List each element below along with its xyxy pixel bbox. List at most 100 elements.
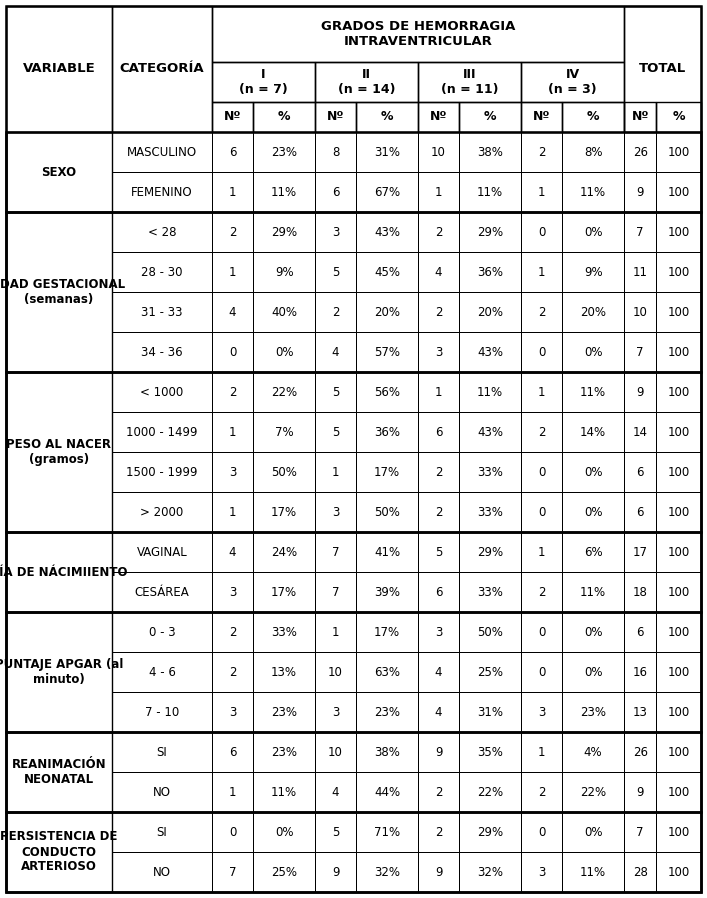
Bar [356, 812, 418, 852]
Bar [253, 572, 315, 612]
Text: 29%: 29% [271, 225, 297, 239]
Bar [521, 812, 562, 852]
Text: NO: NO [153, 786, 171, 798]
Text: 43%: 43% [477, 346, 503, 358]
Text: II
(n = 14): II (n = 14) [338, 68, 395, 96]
Bar [356, 732, 418, 772]
Bar [212, 812, 253, 852]
Text: CESÁREA: CESÁREA [134, 585, 189, 598]
Bar [356, 452, 418, 492]
Text: 9: 9 [636, 385, 644, 399]
Text: 44%: 44% [374, 786, 400, 798]
Bar [624, 572, 656, 612]
Text: 1: 1 [229, 426, 236, 438]
Bar [253, 332, 315, 372]
Bar [418, 612, 460, 652]
Bar [521, 692, 562, 732]
Text: 1: 1 [435, 385, 443, 399]
Bar [562, 212, 624, 252]
Bar [418, 132, 460, 172]
Text: 3: 3 [435, 626, 443, 638]
Text: 3: 3 [538, 706, 545, 718]
Bar [656, 612, 701, 652]
Text: CATEGORÍA: CATEGORÍA [119, 63, 204, 75]
Bar [356, 292, 418, 332]
Bar [315, 612, 356, 652]
Bar [315, 812, 356, 852]
Bar [253, 612, 315, 652]
Text: %: % [484, 110, 496, 124]
Text: 6%: 6% [584, 545, 602, 559]
Text: 35%: 35% [477, 745, 503, 759]
Text: 100: 100 [667, 706, 690, 718]
Bar [356, 412, 418, 452]
Bar [253, 652, 315, 692]
Bar [112, 732, 212, 772]
Text: 3: 3 [435, 346, 443, 358]
Bar [315, 62, 418, 102]
Text: 3: 3 [332, 706, 339, 718]
Bar [418, 212, 460, 252]
Text: 24%: 24% [271, 545, 297, 559]
Bar [6, 372, 701, 532]
Bar [562, 652, 624, 692]
Text: 2: 2 [538, 585, 545, 598]
Bar [418, 652, 460, 692]
Bar [112, 412, 212, 452]
Bar [521, 652, 562, 692]
Bar [418, 572, 460, 612]
Text: 3: 3 [332, 506, 339, 518]
Bar [418, 532, 460, 572]
Bar [460, 732, 521, 772]
Text: 33%: 33% [477, 585, 503, 598]
Bar [624, 852, 656, 892]
Text: 2: 2 [435, 786, 443, 798]
Text: 33%: 33% [477, 506, 503, 518]
Bar [315, 732, 356, 772]
Bar [315, 252, 356, 292]
Text: 0: 0 [538, 506, 545, 518]
Bar [624, 412, 656, 452]
Text: SEXO: SEXO [42, 165, 76, 179]
Bar [253, 172, 315, 212]
Text: 100: 100 [667, 465, 690, 479]
Text: 0%: 0% [275, 825, 293, 839]
Text: 11%: 11% [580, 585, 606, 598]
Bar [315, 492, 356, 532]
Bar [562, 852, 624, 892]
Text: 100: 100 [667, 506, 690, 518]
Text: 11%: 11% [271, 186, 297, 198]
Bar [6, 532, 112, 612]
Text: 1: 1 [538, 545, 545, 559]
Text: 0: 0 [229, 825, 236, 839]
Bar [315, 372, 356, 412]
Bar [6, 6, 112, 132]
Text: 0: 0 [538, 346, 545, 358]
Text: 11%: 11% [477, 186, 503, 198]
Text: 50%: 50% [271, 465, 297, 479]
Bar [6, 532, 701, 612]
Bar [315, 292, 356, 332]
Bar [460, 492, 521, 532]
Bar [656, 372, 701, 412]
Bar [315, 212, 356, 252]
Text: 41%: 41% [374, 545, 400, 559]
Bar [460, 852, 521, 892]
Bar [521, 102, 562, 132]
Text: 1: 1 [229, 186, 236, 198]
Text: 100: 100 [667, 426, 690, 438]
Text: SI: SI [157, 825, 168, 839]
Bar [112, 332, 212, 372]
Text: FEMENINO: FEMENINO [132, 186, 193, 198]
Text: 100: 100 [667, 186, 690, 198]
Bar [112, 132, 212, 172]
Bar [315, 102, 356, 132]
Bar [460, 172, 521, 212]
Bar [562, 372, 624, 412]
Text: GRADOS DE HEMORRAGIA
INTRAVENTRICULAR: GRADOS DE HEMORRAGIA INTRAVENTRICULAR [321, 20, 515, 48]
Text: 20%: 20% [580, 305, 606, 319]
Bar [112, 852, 212, 892]
Bar [521, 572, 562, 612]
Bar [656, 492, 701, 532]
Text: 0%: 0% [584, 465, 602, 479]
